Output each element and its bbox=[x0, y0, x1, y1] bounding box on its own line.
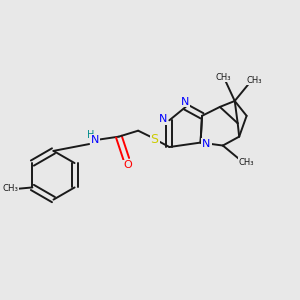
Text: N: N bbox=[91, 135, 99, 145]
Text: H: H bbox=[87, 130, 94, 140]
Text: CH₃: CH₃ bbox=[246, 76, 262, 85]
Text: N: N bbox=[181, 97, 189, 106]
Text: N: N bbox=[202, 139, 211, 149]
Text: S: S bbox=[151, 133, 158, 146]
Text: CH₃: CH₃ bbox=[3, 184, 19, 194]
Text: N: N bbox=[159, 114, 167, 124]
Text: CH₃: CH₃ bbox=[216, 73, 231, 82]
Text: CH₃: CH₃ bbox=[239, 158, 254, 167]
Text: O: O bbox=[123, 160, 132, 170]
